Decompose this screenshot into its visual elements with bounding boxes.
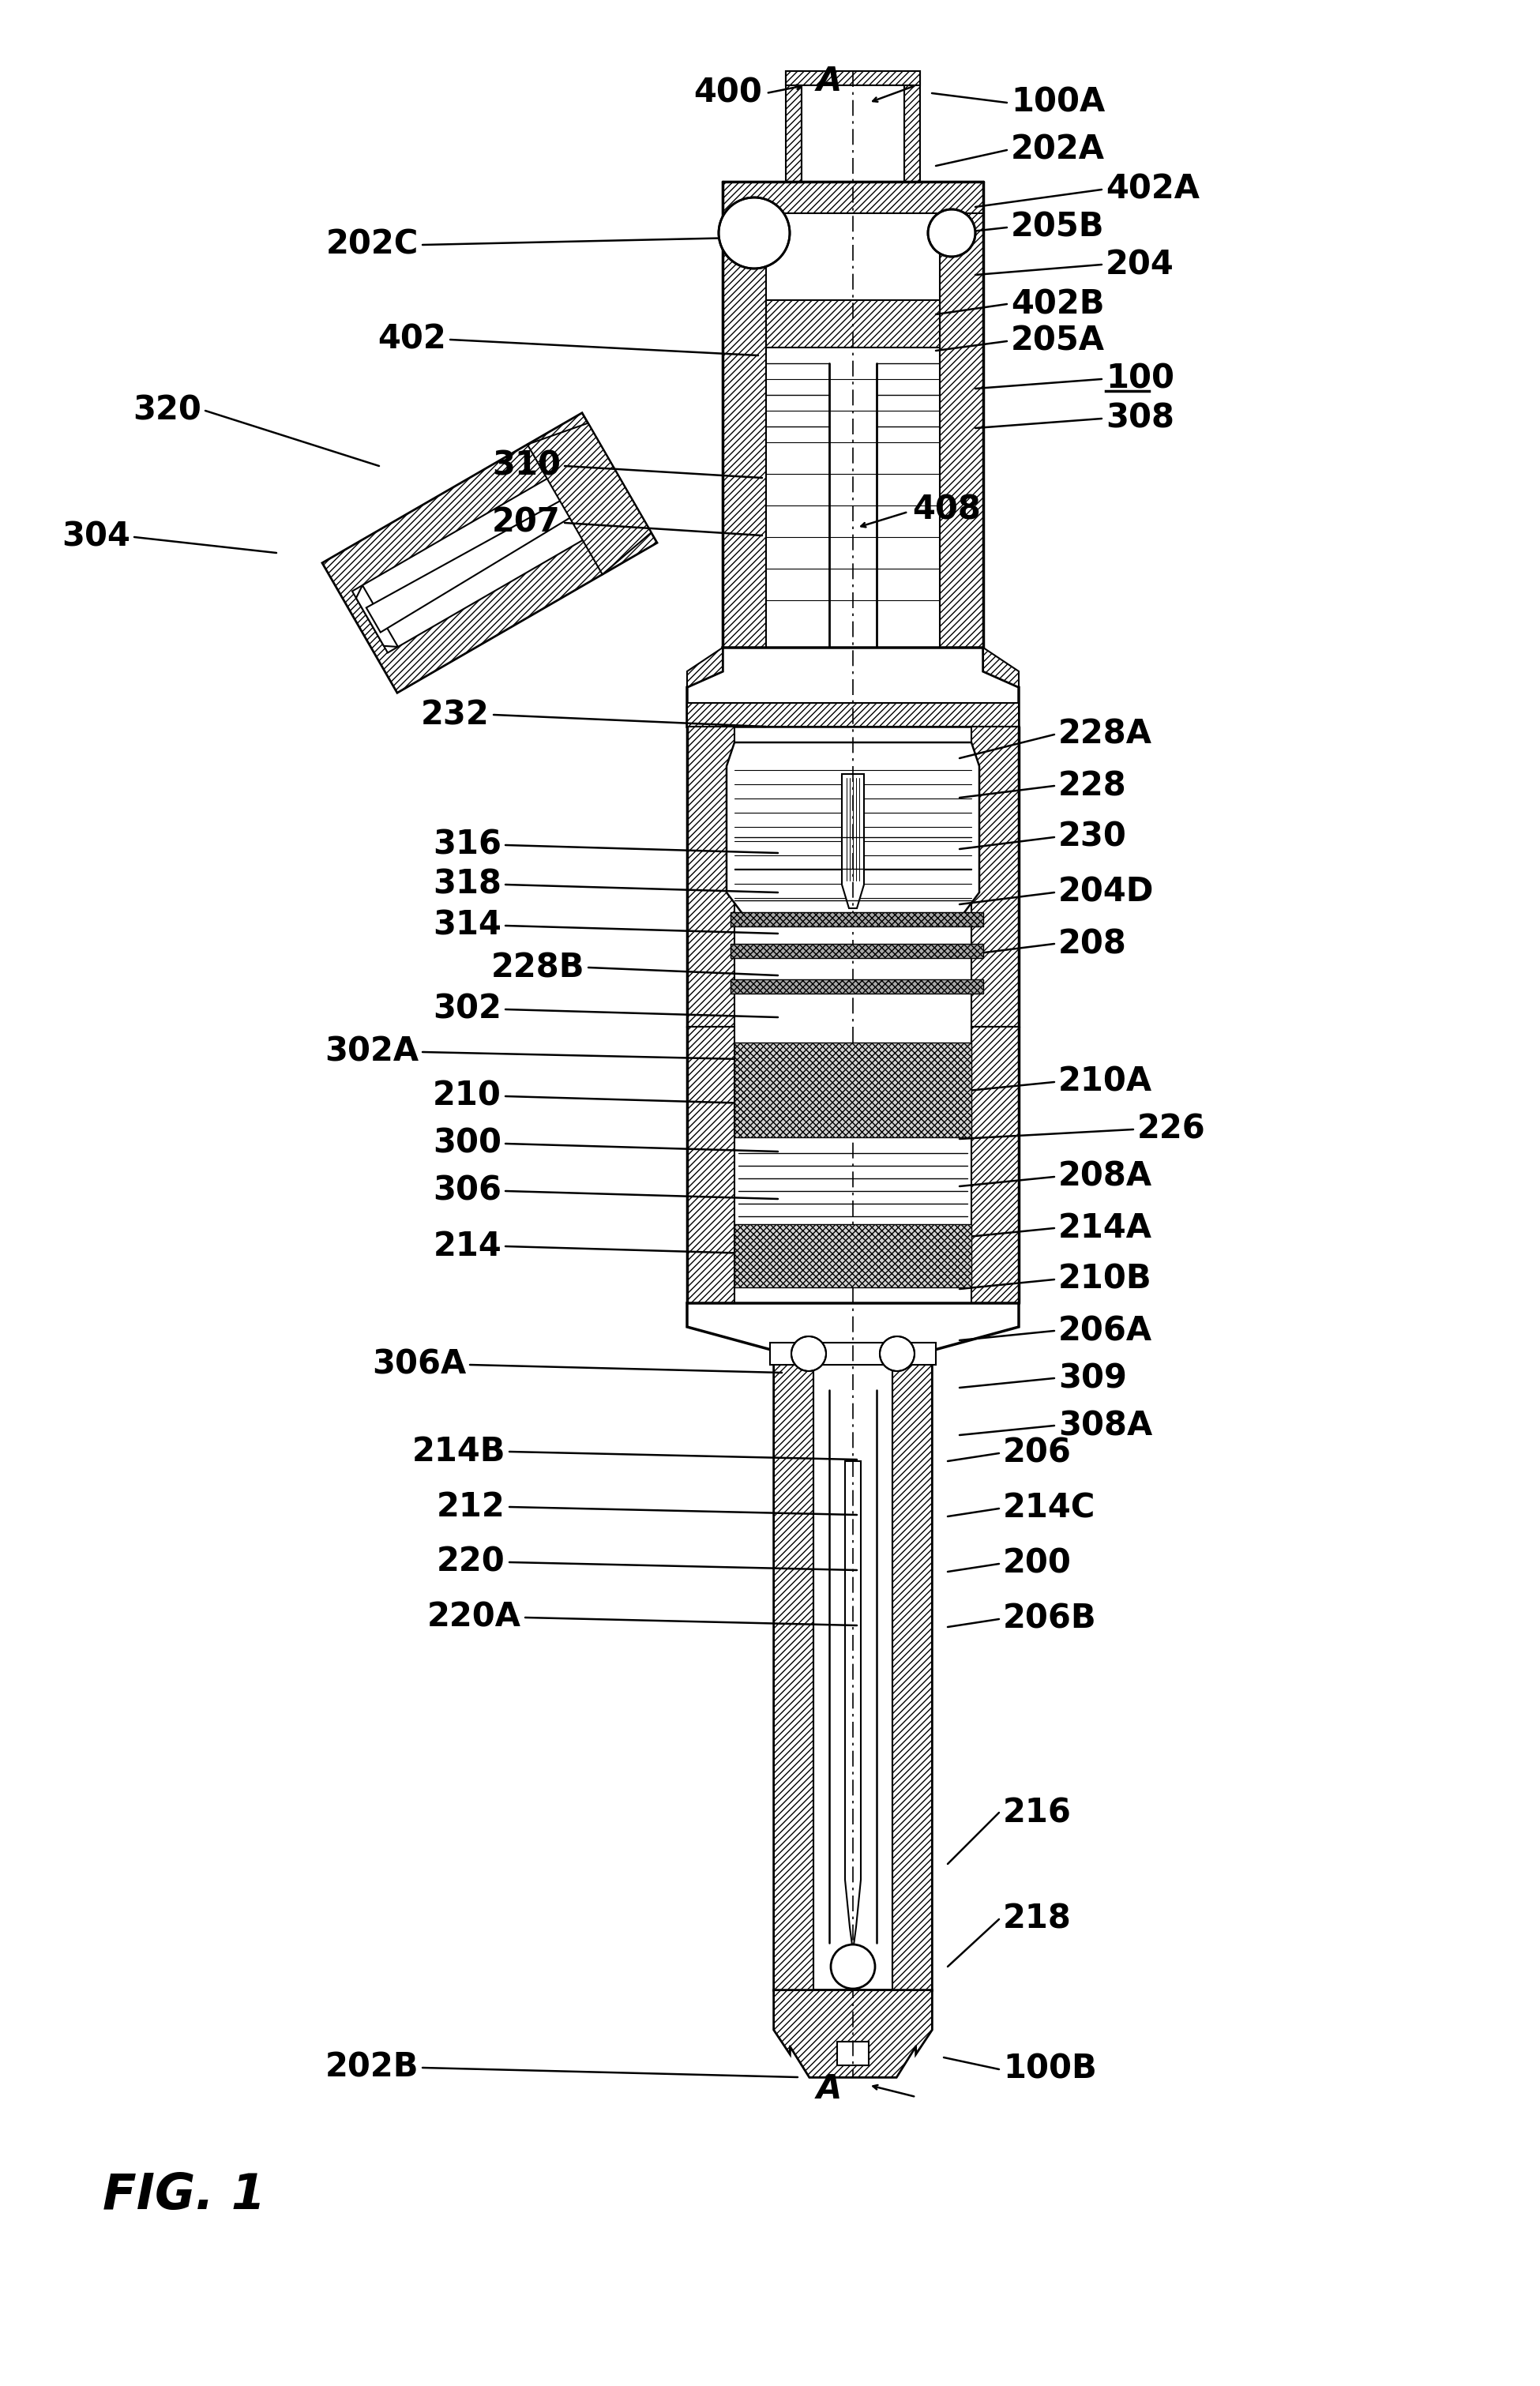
Polygon shape	[687, 647, 1019, 728]
Bar	[735, 1224, 972, 1288]
Text: 204: 204	[1106, 248, 1173, 282]
Text: 214C: 214C	[1003, 1491, 1095, 1525]
Text: 202A: 202A	[1010, 134, 1104, 167]
Polygon shape	[972, 1026, 1019, 1303]
Text: 210: 210	[433, 1078, 502, 1112]
Text: 207: 207	[493, 506, 561, 539]
Text: 206B: 206B	[1003, 1603, 1096, 1637]
Circle shape	[879, 1336, 915, 1372]
Polygon shape	[527, 422, 651, 575]
Polygon shape	[892, 1350, 932, 1990]
Polygon shape	[687, 1026, 735, 1303]
Bar	[730, 911, 983, 926]
Text: 304: 304	[62, 520, 131, 554]
Bar	[838, 2042, 869, 2066]
Polygon shape	[765, 301, 939, 348]
Polygon shape	[775, 1990, 932, 2078]
Bar	[735, 1043, 972, 1138]
Bar	[730, 945, 983, 959]
Polygon shape	[722, 181, 983, 212]
Polygon shape	[842, 773, 864, 909]
Text: 100: 100	[1106, 363, 1175, 396]
Text: 204D: 204D	[1058, 876, 1153, 909]
Polygon shape	[687, 728, 735, 1026]
Text: 408: 408	[912, 494, 981, 525]
Text: 309: 309	[1058, 1362, 1127, 1396]
Polygon shape	[983, 647, 1019, 687]
Text: 316: 316	[433, 828, 502, 861]
Text: 306A: 306A	[371, 1348, 467, 1381]
Bar	[730, 978, 983, 993]
Text: 314: 314	[433, 909, 502, 942]
Text: 318: 318	[433, 869, 502, 902]
Text: 402A: 402A	[1106, 172, 1200, 205]
Text: 308A: 308A	[1058, 1410, 1152, 1441]
Polygon shape	[687, 704, 1019, 728]
Text: 232: 232	[420, 699, 490, 733]
Polygon shape	[972, 728, 1019, 1026]
Text: 214: 214	[433, 1229, 502, 1262]
Polygon shape	[356, 585, 397, 647]
Text: 205A: 205A	[1010, 324, 1104, 358]
Polygon shape	[904, 72, 919, 181]
Text: 216: 216	[1003, 1797, 1072, 1830]
Polygon shape	[353, 453, 627, 654]
Polygon shape	[722, 181, 765, 647]
Polygon shape	[367, 494, 584, 632]
Text: 220: 220	[437, 1546, 505, 1580]
Polygon shape	[939, 181, 983, 647]
Text: 226: 226	[1137, 1112, 1206, 1145]
Text: 400: 400	[693, 76, 762, 110]
Polygon shape	[775, 1350, 813, 1990]
Polygon shape	[687, 1303, 1019, 1990]
Bar	[785, 72, 919, 86]
Circle shape	[719, 198, 790, 270]
Bar	[770, 1343, 936, 1365]
Text: 310: 310	[491, 449, 561, 482]
Text: 206A: 206A	[1058, 1315, 1152, 1348]
Text: A: A	[816, 2073, 842, 2104]
Text: 300: 300	[433, 1126, 502, 1160]
Text: 230: 230	[1058, 821, 1127, 854]
Polygon shape	[775, 1990, 932, 2078]
Text: A: A	[816, 64, 842, 98]
Text: 202B: 202B	[325, 2052, 419, 2085]
Text: 228B: 228B	[491, 952, 584, 983]
Circle shape	[792, 1336, 825, 1372]
Polygon shape	[687, 647, 722, 687]
Text: 228: 228	[1058, 768, 1127, 802]
Text: 208A: 208A	[1058, 1160, 1152, 1193]
Text: 302: 302	[433, 993, 502, 1026]
Polygon shape	[727, 742, 979, 923]
Text: 205B: 205B	[1010, 210, 1104, 243]
Circle shape	[830, 1945, 875, 1988]
Polygon shape	[785, 72, 802, 181]
Text: 308: 308	[1106, 401, 1175, 434]
Text: 228A: 228A	[1058, 718, 1152, 752]
Bar	[802, 86, 904, 181]
Text: 212: 212	[437, 1491, 505, 1525]
Text: FIG. 1: FIG. 1	[103, 2171, 265, 2219]
Text: 100A: 100A	[1010, 86, 1106, 119]
Text: 210A: 210A	[1058, 1067, 1152, 1098]
Circle shape	[929, 210, 975, 258]
Text: 320: 320	[132, 394, 202, 427]
Polygon shape	[322, 413, 658, 692]
Text: 214B: 214B	[411, 1434, 505, 1467]
Text: 220A: 220A	[427, 1601, 521, 1634]
Text: 218: 218	[1003, 1902, 1072, 1935]
Text: 100B: 100B	[1003, 2052, 1096, 2085]
Text: 208: 208	[1058, 928, 1127, 962]
Text: 306: 306	[433, 1174, 502, 1207]
Text: 200: 200	[1003, 1546, 1072, 1580]
Text: 302A: 302A	[325, 1036, 419, 1069]
Text: 202C: 202C	[326, 229, 419, 262]
Text: 402: 402	[377, 322, 447, 356]
Polygon shape	[845, 1460, 861, 1952]
Text: 206: 206	[1003, 1436, 1072, 1470]
Text: 214A: 214A	[1058, 1212, 1152, 1245]
Text: 402B: 402B	[1010, 286, 1104, 320]
Text: 210B: 210B	[1058, 1262, 1152, 1296]
